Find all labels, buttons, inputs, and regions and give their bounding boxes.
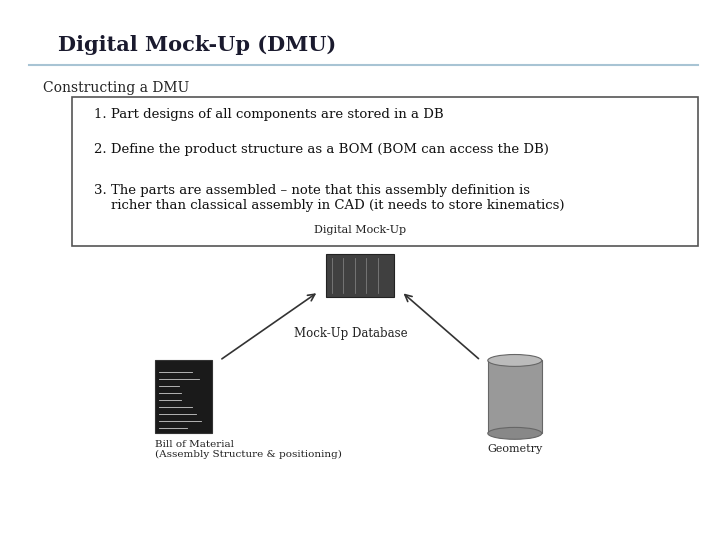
Text: Digital Mock-Up: Digital Mock-Up — [314, 225, 406, 235]
Bar — [155, 361, 212, 433]
Text: Digital Mock-Up (DMU): Digital Mock-Up (DMU) — [58, 35, 336, 55]
Text: Bill of Material
(Assembly Structure & positioning): Bill of Material (Assembly Structure & p… — [155, 440, 342, 460]
Text: Constructing a DMU: Constructing a DMU — [43, 81, 189, 95]
Ellipse shape — [488, 354, 541, 366]
Text: Geometry: Geometry — [487, 444, 542, 454]
Text: 3. The parts are assembled – note that this assembly definition is
    richer th: 3. The parts are assembled – note that t… — [94, 184, 564, 212]
Text: 2. Define the product structure as a BOM (BOM can access the DB): 2. Define the product structure as a BOM… — [94, 143, 549, 156]
Ellipse shape — [488, 428, 541, 440]
Bar — [488, 361, 541, 433]
Bar — [325, 254, 395, 297]
Text: Mock-Up Database: Mock-Up Database — [294, 327, 408, 340]
Text: 1. Part designs of all components are stored in a DB: 1. Part designs of all components are st… — [94, 108, 444, 121]
FancyBboxPatch shape — [72, 97, 698, 246]
